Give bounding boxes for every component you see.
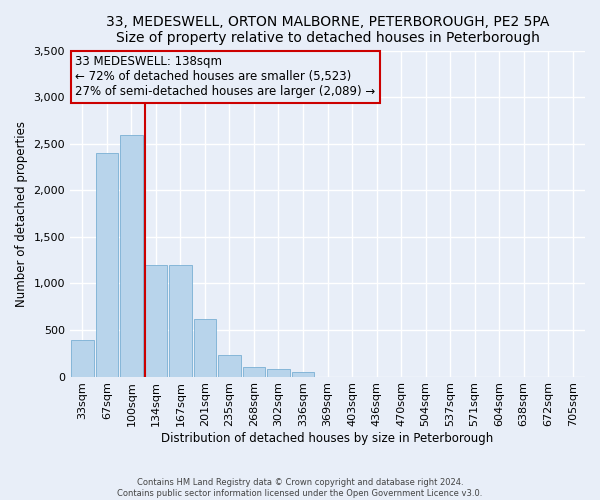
Text: 33 MEDESWELL: 138sqm
← 72% of detached houses are smaller (5,523)
27% of semi-de: 33 MEDESWELL: 138sqm ← 72% of detached h… xyxy=(75,56,376,98)
Bar xyxy=(71,340,94,376)
Y-axis label: Number of detached properties: Number of detached properties xyxy=(15,120,28,306)
X-axis label: Distribution of detached houses by size in Peterborough: Distribution of detached houses by size … xyxy=(161,432,494,445)
Bar xyxy=(292,372,314,376)
Bar xyxy=(242,368,265,376)
Bar xyxy=(145,265,167,376)
Bar xyxy=(120,136,143,376)
Bar xyxy=(169,265,191,376)
Bar xyxy=(267,369,290,376)
Bar xyxy=(95,153,118,376)
Bar xyxy=(218,355,241,376)
Text: Contains HM Land Registry data © Crown copyright and database right 2024.
Contai: Contains HM Land Registry data © Crown c… xyxy=(118,478,482,498)
Title: 33, MEDESWELL, ORTON MALBORNE, PETERBOROUGH, PE2 5PA
Size of property relative t: 33, MEDESWELL, ORTON MALBORNE, PETERBORO… xyxy=(106,15,549,45)
Bar xyxy=(194,319,216,376)
